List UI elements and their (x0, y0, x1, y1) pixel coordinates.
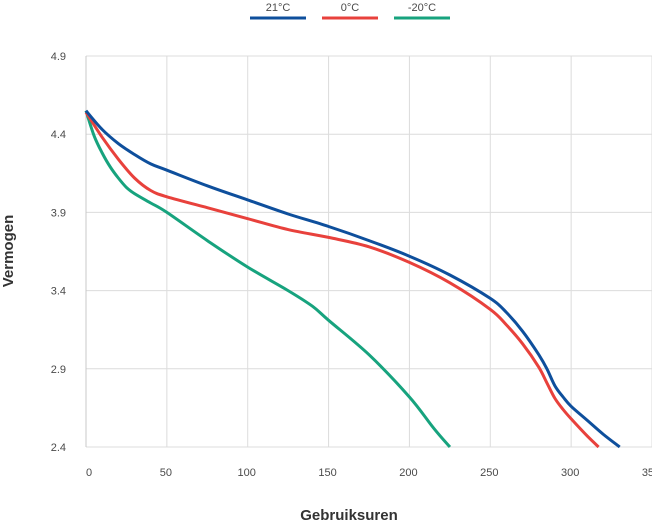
x-tick-label: 0 (86, 467, 92, 479)
x-tick-label: 100 (238, 467, 256, 479)
y-tick-label: 3.4 (51, 286, 66, 298)
y-tick-label: 4.4 (51, 129, 66, 141)
legend-label: 0°C (341, 2, 360, 14)
y-axis-title: Vermogen (0, 215, 17, 288)
series-layer (84, 109, 621, 449)
legend: 21°C 0°C -20°C (250, 2, 450, 20)
x-tick-label: 150 (318, 467, 336, 479)
x-tick-label: 300 (561, 467, 579, 479)
x-axis-title: Gebruiksuren (300, 507, 398, 521)
x-axis-ticks: 0 50 100 150 200 250 300 350 (86, 467, 652, 479)
x-tick-label: 350 (642, 467, 652, 479)
legend-label: 21°C (266, 2, 291, 14)
y-tick-label: 2.4 (51, 442, 66, 454)
series-line-1 (84, 109, 621, 449)
legend-label: -20°C (408, 2, 436, 14)
y-tick-label: 3.9 (51, 207, 66, 219)
x-tick-label: 250 (480, 467, 498, 479)
x-tick-label: 50 (160, 467, 172, 479)
y-axis-ticks: 2.4 2.9 3.4 3.9 4.4 4.9 (51, 51, 66, 454)
x-tick-label: 200 (399, 467, 417, 479)
series-line-3 (84, 110, 452, 448)
y-tick-label: 4.9 (51, 51, 66, 63)
y-tick-label: 2.9 (51, 364, 66, 376)
grid (85, 55, 652, 448)
series-line-2 (84, 111, 600, 449)
